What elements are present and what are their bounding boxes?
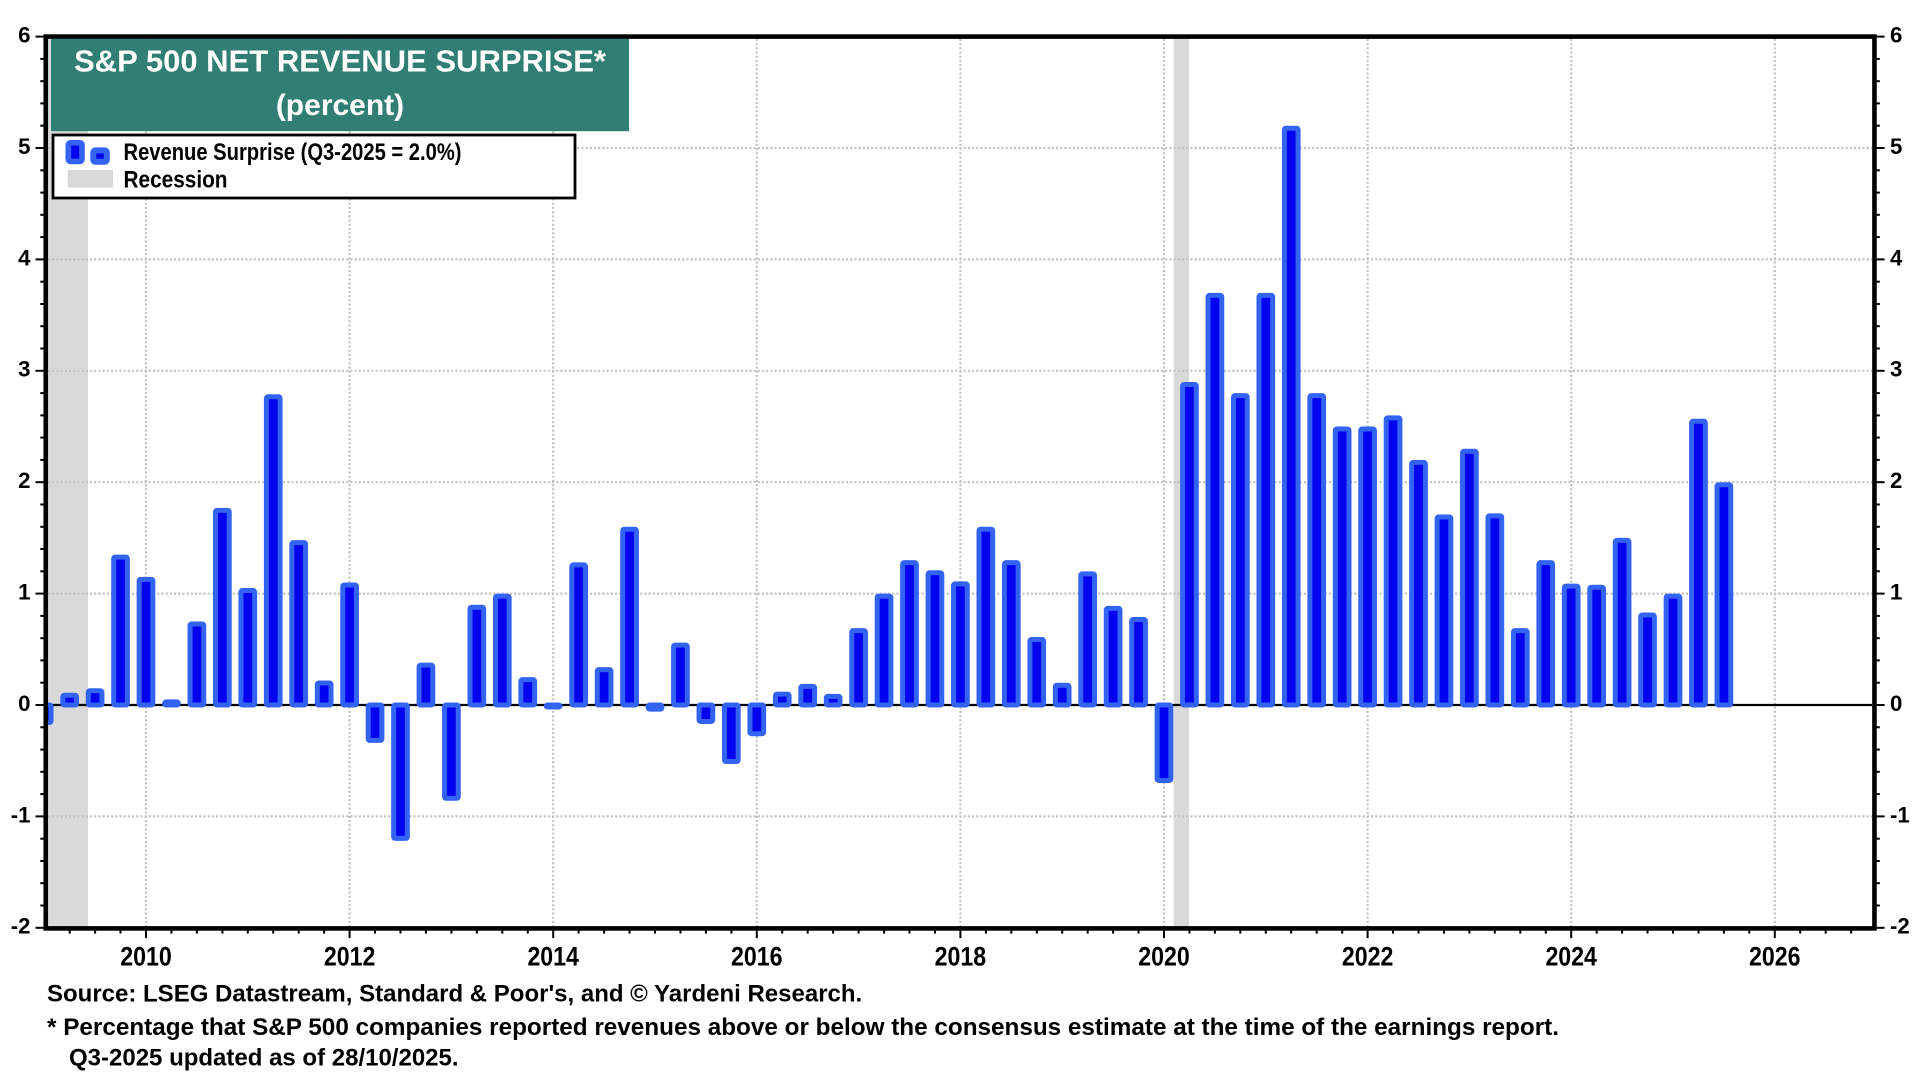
svg-text:2: 2: [18, 468, 30, 493]
svg-text:2014: 2014: [527, 942, 579, 972]
svg-text:2010: 2010: [120, 942, 172, 972]
svg-text:1: 1: [1890, 580, 1902, 605]
svg-text:2026: 2026: [1749, 942, 1801, 972]
svg-text:3: 3: [18, 357, 30, 382]
svg-text:0: 0: [18, 691, 30, 716]
svg-text:-2: -2: [1890, 914, 1910, 939]
svg-text:3: 3: [1890, 357, 1902, 382]
svg-text:(percent): (percent): [276, 89, 404, 122]
svg-text:6: 6: [1890, 23, 1902, 48]
svg-text:Q3-2025 updated as of 28/10/20: Q3-2025 updated as of 28/10/2025.: [69, 1045, 459, 1072]
svg-text:2012: 2012: [324, 942, 376, 972]
svg-text:5: 5: [1890, 134, 1902, 159]
svg-text:4: 4: [1890, 245, 1903, 270]
svg-text:6: 6: [18, 23, 30, 48]
svg-text:S&P 500 NET REVENUE SURPRISE*: S&P 500 NET REVENUE SURPRISE*: [74, 44, 607, 79]
svg-text:2022: 2022: [1342, 942, 1394, 972]
svg-text:4: 4: [18, 245, 31, 270]
svg-text:* Percentage that S&P 500 comp: * Percentage that S&P 500 companies repo…: [47, 1014, 1559, 1041]
svg-text:2024: 2024: [1545, 942, 1597, 972]
svg-text:0: 0: [1890, 691, 1902, 716]
svg-text:-2: -2: [11, 914, 31, 939]
svg-text:Recession: Recession: [124, 167, 228, 194]
svg-text:Source: LSEG Datastream, Stand: Source: LSEG Datastream, Standard & Poor…: [47, 981, 862, 1008]
svg-text:2016: 2016: [731, 942, 783, 972]
svg-text:2018: 2018: [935, 942, 987, 972]
svg-text:5: 5: [18, 134, 30, 159]
svg-text:2: 2: [1890, 468, 1902, 493]
svg-text:1: 1: [18, 580, 30, 605]
svg-text:2020: 2020: [1138, 942, 1190, 972]
svg-text:Revenue Surprise (Q3-2025 = 2.: Revenue Surprise (Q3-2025 = 2.0%): [124, 139, 462, 166]
svg-text:-1: -1: [11, 802, 31, 827]
svg-text:-1: -1: [1890, 802, 1910, 827]
